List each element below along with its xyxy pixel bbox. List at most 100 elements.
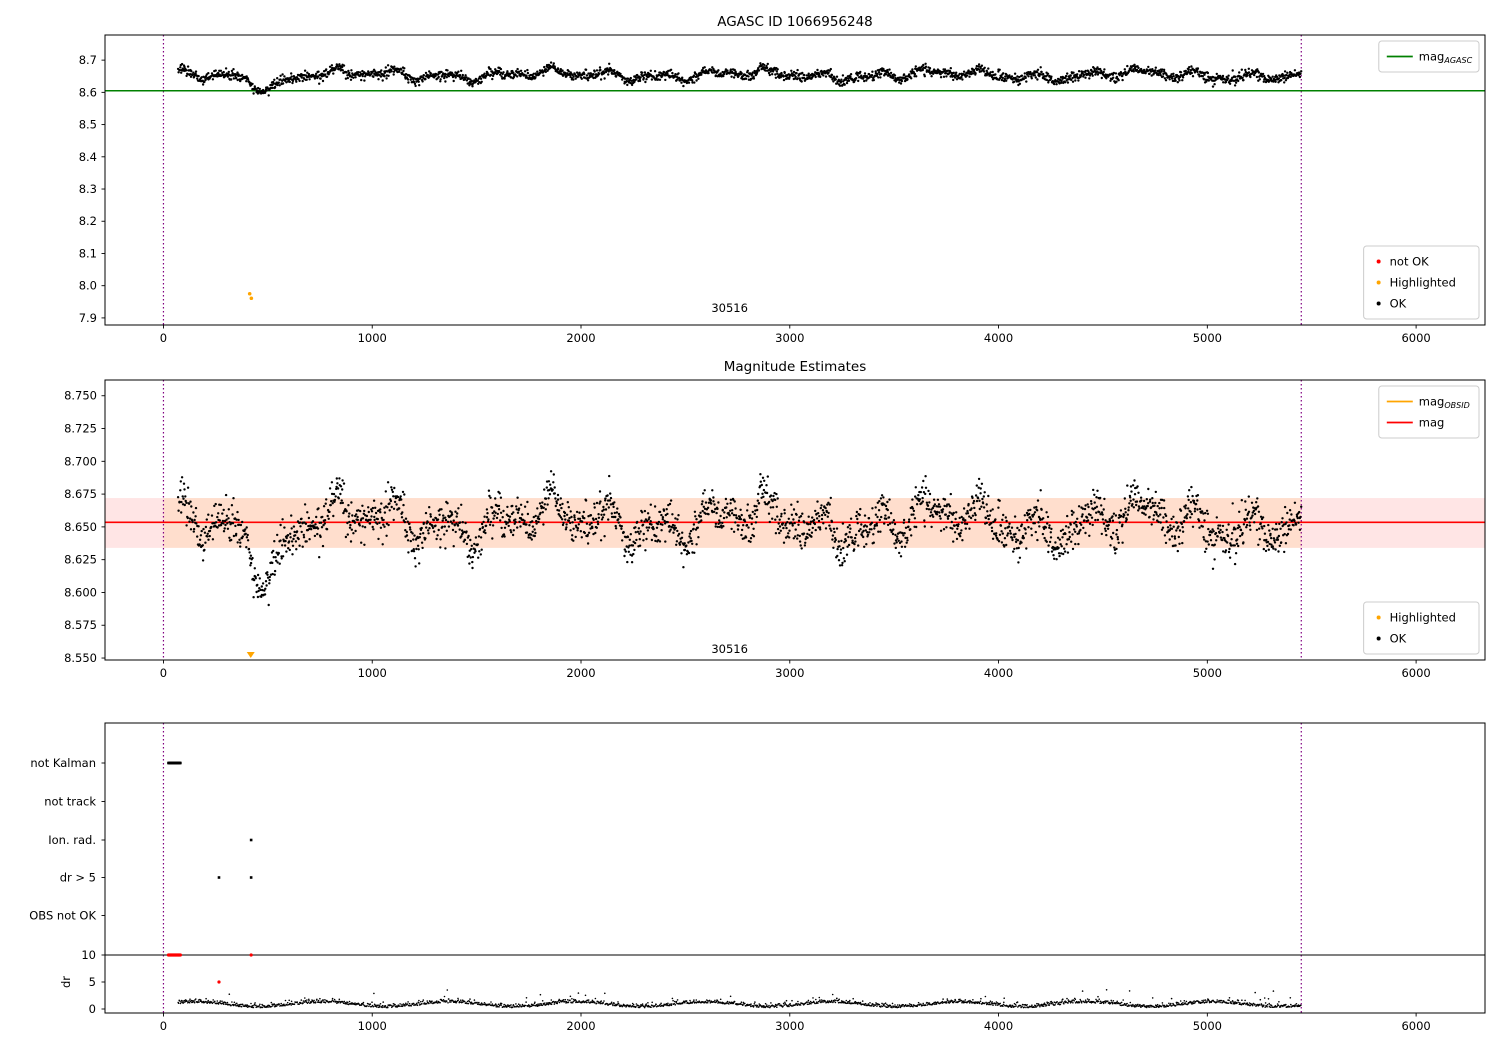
data-point [1151, 497, 1154, 500]
data-point [768, 520, 771, 524]
data-point [444, 516, 447, 519]
data-point [847, 535, 850, 539]
data-point [1256, 505, 1260, 508]
data-point [556, 68, 560, 71]
data-point [776, 68, 779, 71]
data-point [998, 533, 1002, 536]
data-point [685, 553, 689, 556]
data-point [844, 539, 848, 542]
data-point [1251, 511, 1255, 514]
data-point [960, 529, 963, 532]
data-point [218, 519, 221, 522]
data-point [231, 522, 235, 525]
legend-item-label: not OK [1390, 255, 1430, 269]
data-point [967, 69, 970, 72]
data-point [319, 535, 322, 539]
data-point [261, 588, 264, 592]
data-point [1198, 526, 1201, 529]
data-point [955, 71, 958, 74]
data-point [437, 75, 440, 79]
data-point [1234, 552, 1238, 555]
data-point [1212, 530, 1215, 533]
data-point [515, 505, 518, 508]
data-point [927, 508, 931, 511]
data-point [799, 544, 802, 547]
data-point [1014, 532, 1017, 536]
data-point [826, 515, 829, 518]
data-point [495, 516, 499, 520]
data-point [1071, 533, 1074, 536]
data-point [555, 502, 559, 505]
data-point [289, 536, 292, 539]
data-point [595, 69, 599, 72]
data-point [1259, 522, 1262, 525]
data-point [838, 545, 841, 548]
flag-point [249, 876, 253, 879]
data-point [1042, 517, 1045, 520]
data-point [266, 573, 269, 576]
y-tick-label: 8.7 [79, 53, 97, 67]
data-point [964, 527, 967, 530]
data-point [1203, 73, 1206, 76]
data-point [846, 545, 849, 548]
data-point [1170, 73, 1173, 76]
data-point [1003, 537, 1007, 540]
data-point [935, 513, 939, 516]
data-point [874, 506, 877, 509]
data-point [1036, 68, 1040, 72]
data-point [1059, 543, 1062, 546]
data-point [654, 539, 657, 543]
data-point [885, 517, 888, 520]
data-point [1229, 542, 1232, 545]
data-point [836, 547, 839, 551]
data-point [782, 78, 786, 82]
data-point [444, 518, 448, 522]
data-point [1023, 72, 1026, 75]
data-point [361, 504, 364, 507]
data-point [1013, 547, 1016, 551]
legend-box [1363, 601, 1480, 655]
data-point [664, 540, 667, 543]
data-point [1283, 81, 1286, 84]
data-point [273, 85, 277, 89]
x-tick-label: 6000 [1401, 331, 1430, 345]
data-point [429, 513, 432, 516]
data-point [814, 509, 817, 513]
data-point [606, 499, 610, 502]
data-point [725, 516, 728, 519]
data-point [619, 72, 622, 76]
data-point [205, 518, 208, 521]
data-point [272, 82, 275, 85]
data-point [877, 509, 881, 512]
data-point [609, 503, 613, 506]
data-point [519, 525, 522, 528]
data-point [1178, 542, 1181, 545]
data-point [489, 73, 493, 77]
data-point [713, 503, 716, 506]
data-point [752, 535, 756, 538]
data-point [630, 83, 634, 87]
data-point [1280, 521, 1283, 524]
data-point [525, 531, 529, 534]
data-point [1047, 550, 1050, 554]
data-point [244, 528, 247, 531]
data-point [1049, 531, 1053, 534]
data-point [207, 513, 210, 516]
data-point [609, 68, 613, 71]
y-tick-label: 8.5 [79, 118, 97, 132]
y-tick-label: 8.575 [64, 618, 97, 632]
data-point [1181, 541, 1184, 545]
data-point [1020, 523, 1024, 526]
data-point [749, 72, 752, 75]
data-point [503, 526, 507, 529]
data-point [681, 531, 684, 534]
data-point [575, 510, 579, 514]
data-point [707, 71, 710, 75]
y-tick-label: 8.3 [79, 182, 97, 196]
data-point [471, 566, 474, 570]
data-point [1148, 500, 1152, 503]
data-point [1163, 534, 1167, 537]
data-point [268, 578, 271, 582]
data-point [570, 515, 573, 519]
